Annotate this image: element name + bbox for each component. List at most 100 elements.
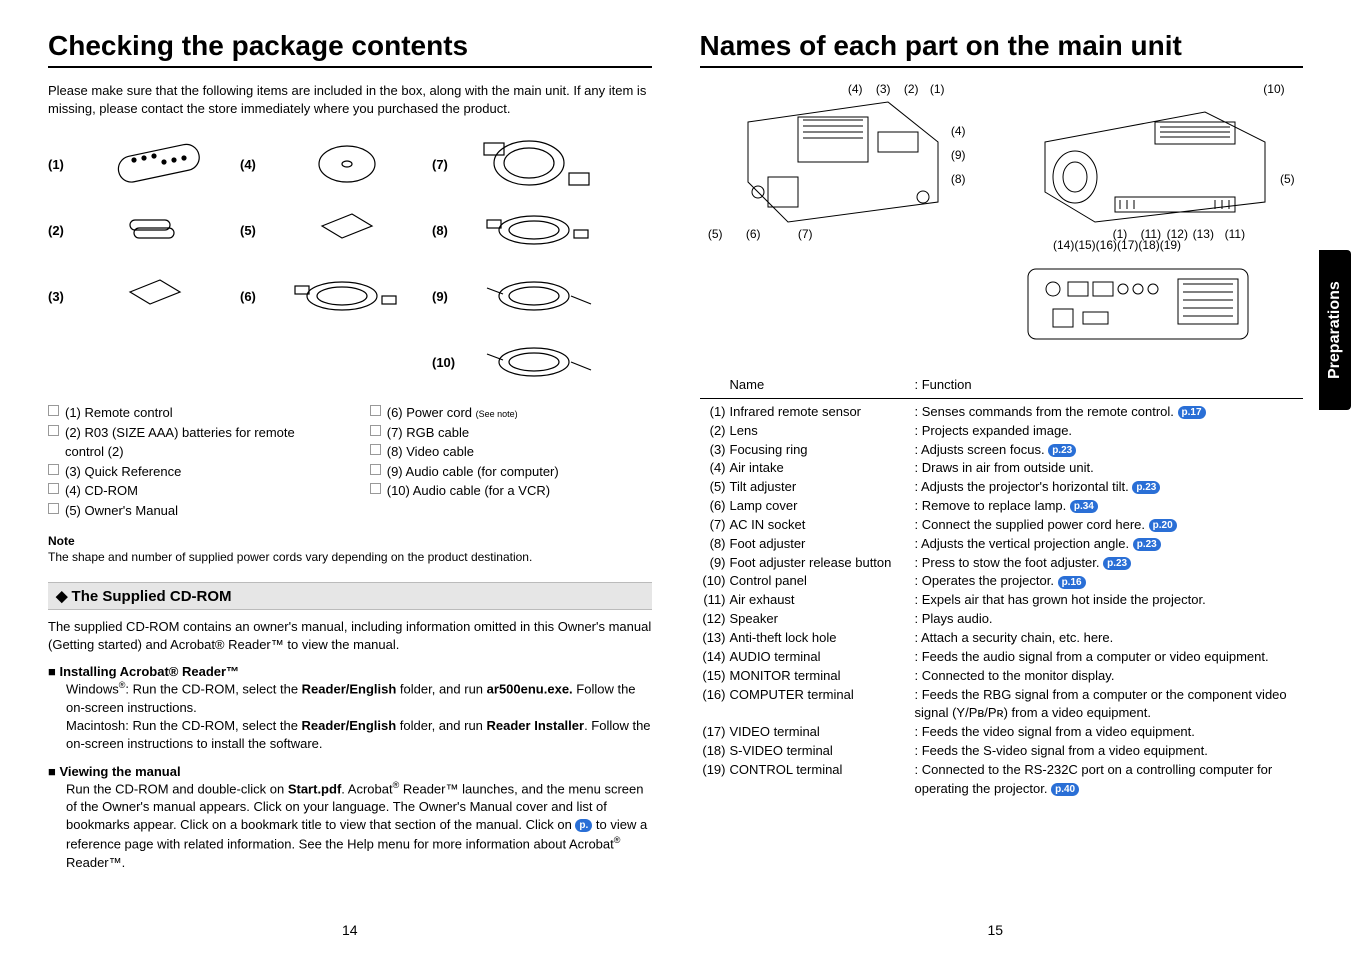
pkg-num: (5) (240, 223, 262, 238)
page-ref-icon: p.40 (1051, 783, 1079, 796)
page-ref-icon: p.20 (1149, 519, 1177, 532)
pkg-num: (4) (240, 157, 262, 172)
parts-row: (6)Lamp cover: Remove to replace lamp. p… (700, 497, 1304, 516)
parts-row: (5)Tilt adjuster: Adjusts the projector'… (700, 478, 1304, 497)
side-tab-preparations: Preparations (1319, 250, 1351, 410)
parts-row: (1)Infrared remote sensor: Senses comman… (700, 403, 1304, 422)
parts-row: (12)Speaker: Plays audio. (700, 610, 1304, 629)
page-right: Names of each part on the main unit (4) … (670, 30, 1322, 944)
diag-label: (10) (1263, 82, 1284, 96)
pkg-num: (9) (432, 289, 454, 304)
contents-item: (5) Owner's Manual (65, 501, 330, 521)
page-ref-icon: p.34 (1070, 500, 1098, 513)
diagram-back-row: (14)(15)(16)(17)(18)(19) (700, 254, 1304, 364)
pkg-powercord-icon (272, 276, 422, 316)
page-ref-icon: p.23 (1048, 444, 1076, 457)
diagram-bottom-view: (4) (3) (2) (1) (4) (9) (8) (5) (6) (7) (708, 82, 978, 242)
parts-row: (3)Focusing ring: Adjusts screen focus. … (700, 441, 1304, 460)
parts-head-name: Name (700, 376, 915, 395)
contents-item: (4) CD-ROM (65, 481, 330, 501)
viewing-body: Run the CD-ROM and double-click on Start… (66, 779, 652, 873)
contents-item: (6) Power cord (See note) (387, 403, 652, 423)
pkg-audiocable1-icon (464, 276, 614, 316)
pkg-cdrom-icon (272, 140, 422, 188)
contents-item: (1) Remote control (65, 403, 330, 423)
note-heading: Note (48, 534, 652, 548)
parts-row: (9)Foot adjuster release button: Press t… (700, 554, 1304, 573)
diag-label: (2) (904, 82, 919, 96)
diagram-perspective-view: (10) (5) (1) (11) (12) (13) (11) (1015, 82, 1295, 242)
left-title: Checking the package contents (48, 30, 652, 68)
parts-row: (7)AC IN socket: Connect the supplied po… (700, 516, 1304, 535)
viewing-heading: Viewing the manual (48, 764, 652, 779)
parts-row: (4)Air intake: Draws in air from outside… (700, 459, 1304, 478)
diag-label: (3) (876, 82, 891, 96)
diag-label: (6) (746, 227, 761, 241)
pkg-manual-icon (272, 206, 422, 254)
contents-list: (1) Remote control (2) R03 (SIZE AAA) ba… (48, 403, 652, 520)
diag-label: (4) (951, 124, 966, 138)
left-intro: Please make sure that the following item… (48, 82, 652, 117)
diag-label: (8) (951, 172, 966, 186)
parts-row: (10)Control panel: Operates the projecto… (700, 572, 1304, 591)
page-left: Checking the package contents Please mak… (30, 30, 670, 944)
contents-item: (7) RGB cable (387, 423, 652, 443)
parts-row: (13)Anti-theft lock hole: Attach a secur… (700, 629, 1304, 648)
diagram-back-view: (14)(15)(16)(17)(18)(19) (1023, 254, 1253, 364)
parts-row: (11)Air exhaust: Expels air that has gro… (700, 591, 1304, 610)
diag-label: (5) (708, 227, 723, 241)
pkg-quickref-icon (80, 272, 230, 320)
diag-label: (11) (1225, 227, 1245, 241)
parts-row: (19)CONTROL terminal: Connected to the R… (700, 761, 1304, 799)
pkg-rgbcable-icon (464, 135, 614, 193)
contents-item: (3) Quick Reference (65, 462, 330, 482)
page-ref-icon: p.23 (1132, 481, 1160, 494)
cdrom-body: The supplied CD-ROM contains an owner's … (48, 618, 652, 654)
parts-row: (2)Lens: Projects expanded image. (700, 422, 1304, 441)
page-ref-icon: p.16 (1058, 576, 1086, 589)
pkg-audiocable2-icon (464, 342, 614, 382)
parts-row: (8)Foot adjuster: Adjusts the vertical p… (700, 535, 1304, 554)
parts-row: (17)VIDEO terminal: Feeds the video sign… (700, 723, 1304, 742)
diag-label: (4) (848, 82, 863, 96)
diag-label: (5) (1280, 172, 1295, 186)
note-body: The shape and number of supplied power c… (48, 550, 652, 564)
diagram-top-row: (4) (3) (2) (1) (4) (9) (8) (5) (6) (7) (700, 82, 1304, 242)
contents-item: (8) Video cable (387, 442, 652, 462)
parts-row: (15)MONITOR terminal: Connected to the m… (700, 667, 1304, 686)
parts-row: (18)S-VIDEO terminal: Feeds the S-video … (700, 742, 1304, 761)
pkg-num: (1) (48, 157, 70, 172)
cdrom-section-title: The Supplied CD-ROM (48, 582, 652, 610)
page-number-right: 15 (987, 922, 1003, 938)
diag-label: (9) (951, 148, 966, 162)
contents-item: (9) Audio cable (for computer) (387, 462, 652, 482)
diag-label: (13) (1193, 227, 1214, 241)
pkg-num: (10) (432, 355, 454, 370)
pkg-num: (6) (240, 289, 262, 304)
install-body: Windows®: Run the CD-ROM, select the Rea… (66, 679, 652, 753)
diag-label: (14)(15)(16)(17)(18)(19) (1053, 238, 1181, 252)
pkg-num: (7) (432, 157, 454, 172)
page-ref-icon: p.17 (1178, 406, 1206, 419)
parts-head-func: : Function (915, 376, 1304, 395)
install-heading: Installing Acrobat® Reader™ (48, 664, 652, 679)
package-grid: (1) (4) (7) (2) (5) (8) (48, 133, 652, 393)
contents-item: (2) R03 (SIZE AAA) batteries for remote … (65, 423, 330, 462)
page-ref-icon: p. (575, 819, 592, 832)
page-number-left: 14 (342, 922, 358, 938)
parts-table: Name : Function (1)Infrared remote senso… (700, 376, 1304, 799)
page-ref-icon: p.23 (1133, 538, 1161, 551)
pkg-num: (8) (432, 223, 454, 238)
pkg-remote-icon (80, 140, 230, 188)
parts-row: (16)COMPUTER terminal: Feeds the RBG sig… (700, 686, 1304, 724)
pkg-batteries-icon (80, 210, 230, 250)
pkg-num: (2) (48, 223, 70, 238)
page-spread: Checking the package contents Please mak… (0, 0, 1351, 954)
pkg-num: (3) (48, 289, 70, 304)
pkg-videocable-icon (464, 210, 614, 250)
diag-label: (1) (930, 82, 945, 96)
parts-row: (14)AUDIO terminal: Feeds the audio sign… (700, 648, 1304, 667)
right-title: Names of each part on the main unit (700, 30, 1304, 68)
diag-label: (7) (798, 227, 813, 241)
contents-item: (10) Audio cable (for a VCR) (387, 481, 652, 501)
